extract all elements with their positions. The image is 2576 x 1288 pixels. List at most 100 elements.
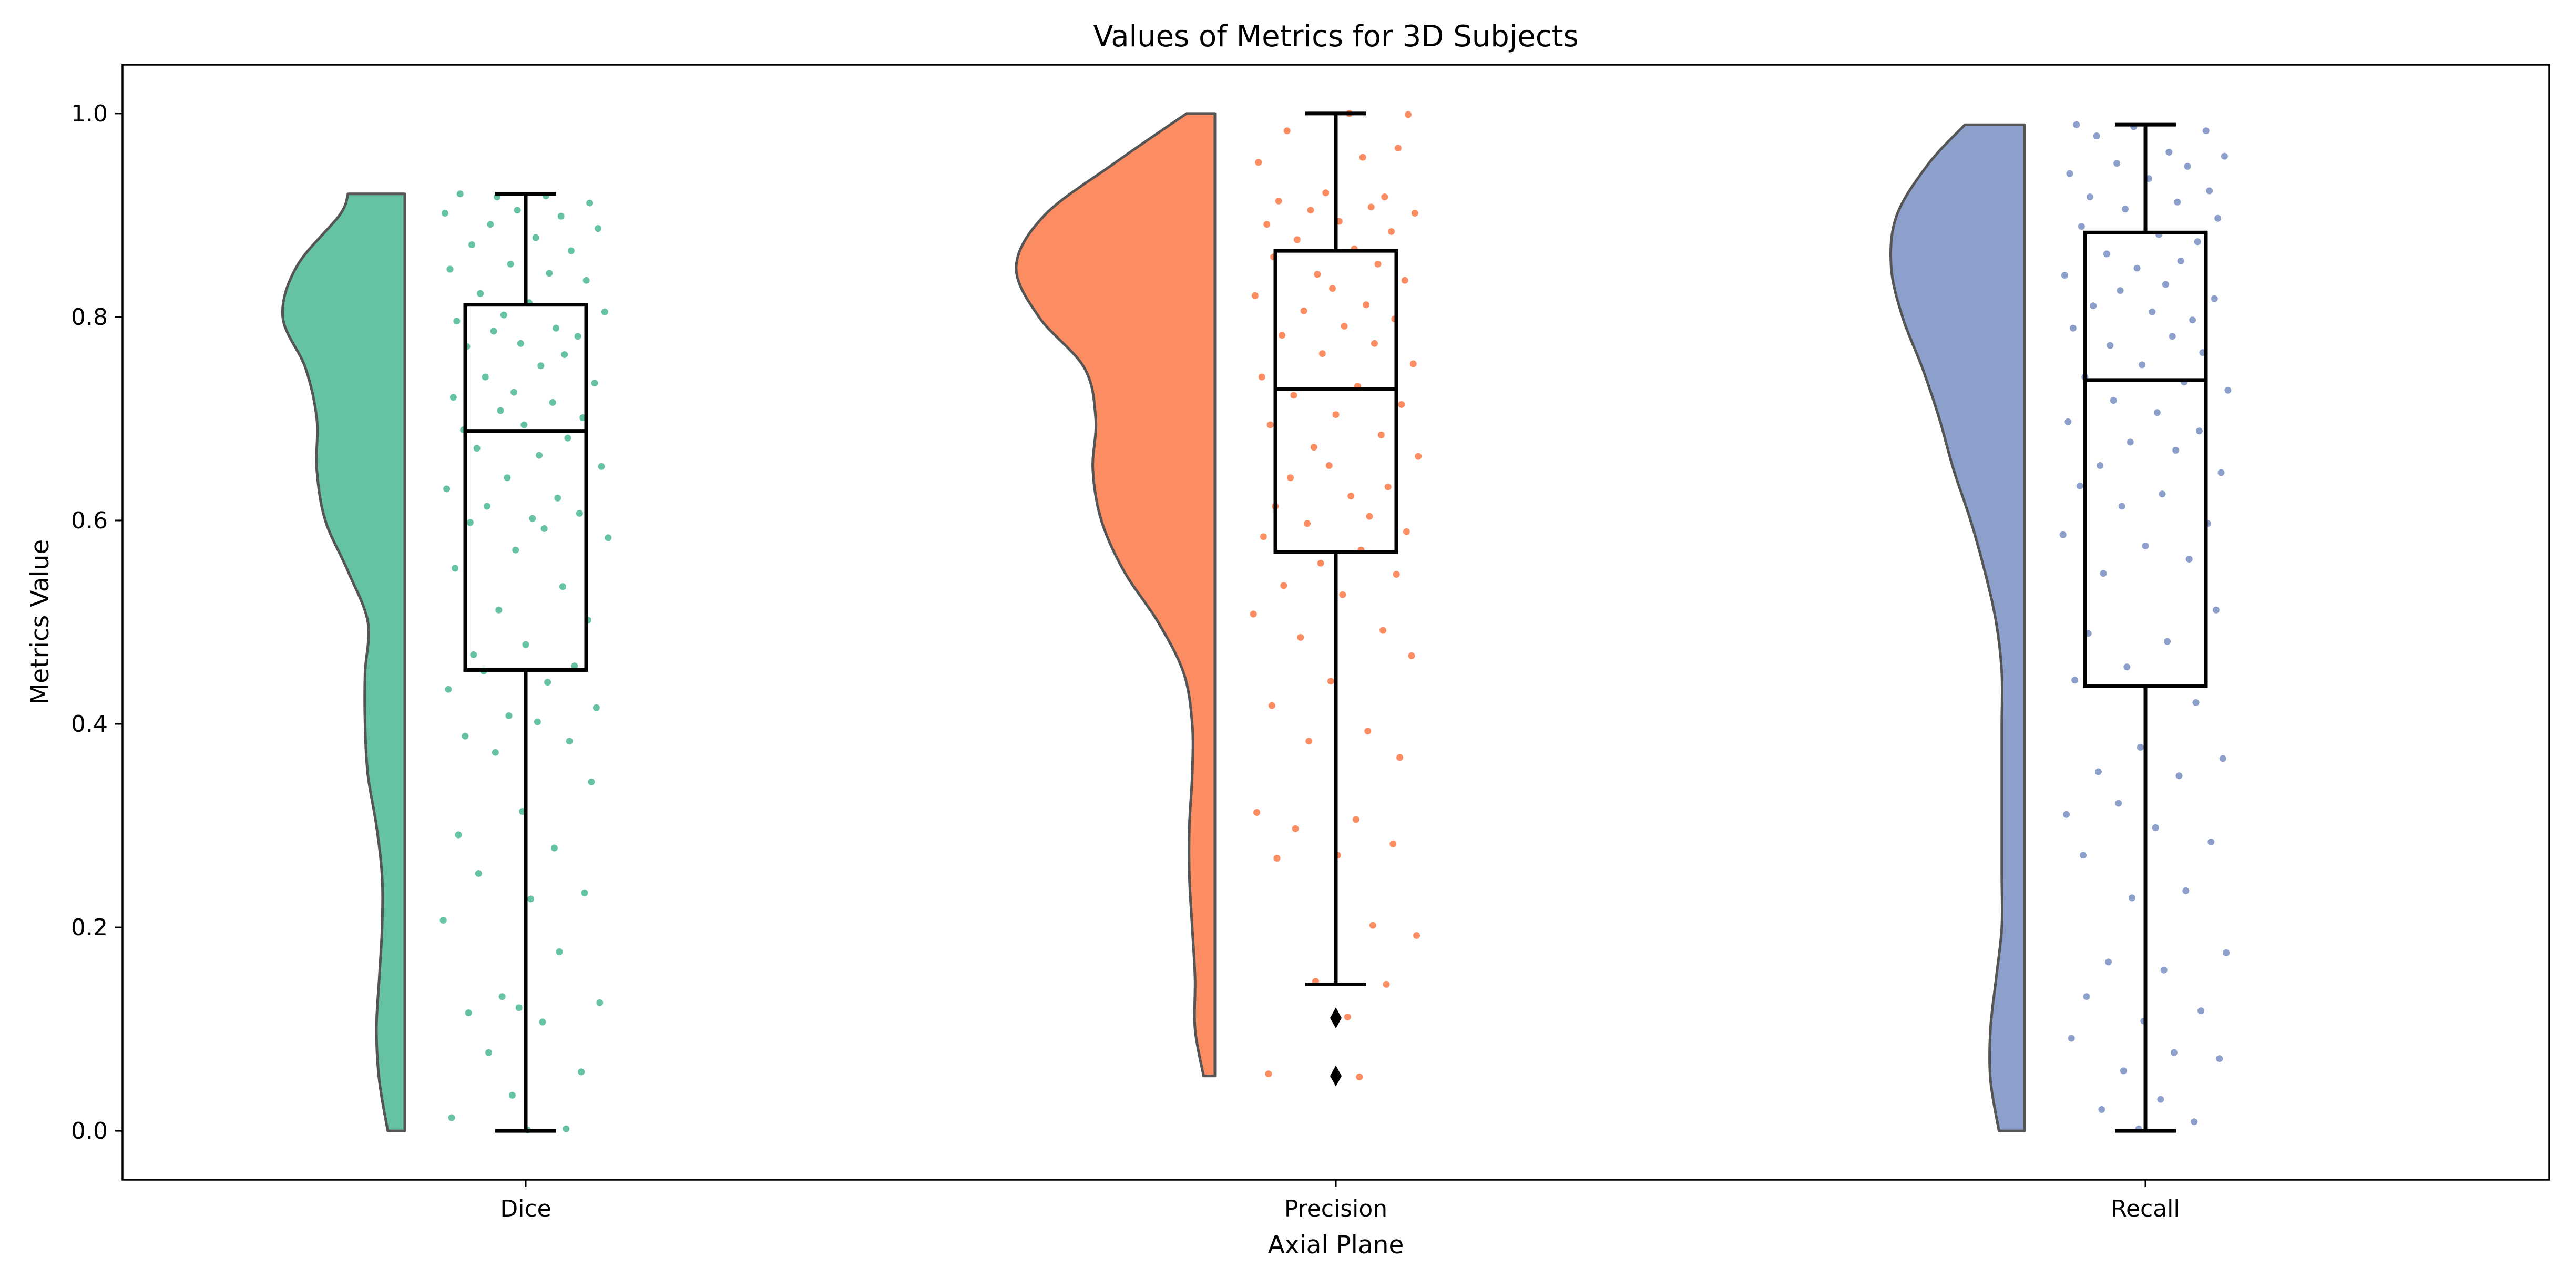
- data-point: [553, 324, 560, 332]
- data-point: [2063, 811, 2070, 818]
- data-point: [2165, 148, 2173, 156]
- data-point: [598, 463, 605, 470]
- x-tick-label: Dice: [500, 1195, 551, 1222]
- data-point: [2128, 894, 2135, 902]
- data-point: [2195, 427, 2203, 435]
- data-point: [2122, 206, 2129, 213]
- data-point: [1393, 571, 1400, 578]
- data-point: [1255, 159, 1262, 166]
- data-point: [482, 373, 489, 381]
- data-point: [1322, 189, 1330, 197]
- chart-title: Values of Metrics for 3D Subjects: [1093, 19, 1578, 54]
- data-point: [539, 1018, 546, 1026]
- data-point: [1371, 340, 1378, 347]
- outlier-marker: [1330, 1007, 1342, 1029]
- data-point: [2123, 663, 2131, 671]
- data-point: [2083, 993, 2090, 1000]
- data-point: [592, 704, 600, 711]
- data-point: [1251, 292, 1259, 299]
- data-point: [2172, 446, 2180, 454]
- data-point: [2211, 295, 2218, 302]
- data-point: [441, 210, 448, 217]
- data-point: [453, 318, 461, 325]
- data-point: [485, 1049, 493, 1056]
- boxplot-dice: [463, 192, 588, 1133]
- data-point: [2160, 966, 2168, 974]
- data-point: [1283, 127, 1291, 135]
- data-point: [439, 917, 447, 924]
- violin-dice: [281, 192, 406, 1132]
- data-point: [534, 718, 541, 725]
- data-point: [2097, 462, 2104, 469]
- data-point: [1258, 373, 1265, 381]
- iqr-box: [1273, 249, 1398, 554]
- data-point: [1307, 207, 1314, 214]
- data-point: [1396, 754, 1404, 761]
- data-point: [1260, 533, 1267, 540]
- data-point: [515, 1004, 523, 1011]
- data-point: [1317, 559, 1324, 567]
- y-tick-label: 0.0: [71, 1118, 108, 1144]
- data-point: [456, 190, 464, 198]
- x-tick-label: Recall: [2111, 1195, 2180, 1222]
- data-point: [495, 606, 503, 614]
- data-point: [557, 212, 565, 220]
- data-point: [1374, 260, 1382, 268]
- data-point: [2177, 258, 2184, 264]
- data-point: [2080, 852, 2087, 859]
- data-point: [445, 686, 452, 693]
- data-point: [1408, 652, 1415, 659]
- data-point: [578, 1068, 585, 1076]
- data-point: [1266, 421, 1274, 428]
- data-point: [2224, 386, 2232, 394]
- data-point: [490, 328, 497, 335]
- data-point: [510, 389, 518, 396]
- data-point: [2064, 418, 2072, 425]
- data-point: [2076, 482, 2083, 489]
- data-point: [1367, 203, 1375, 211]
- y-tick-label: 0.6: [71, 507, 108, 534]
- data-point: [2066, 170, 2073, 177]
- data-point: [1377, 431, 1385, 438]
- boxplot-recall: [2083, 122, 2208, 1133]
- data-point: [550, 844, 558, 852]
- x-axis-label: Axial Plane: [1268, 1231, 1404, 1260]
- data-point: [514, 207, 521, 214]
- data-point: [563, 1125, 570, 1132]
- data-point: [544, 679, 551, 686]
- data-point: [2152, 824, 2159, 831]
- data-point: [1356, 1074, 1363, 1080]
- data-point: [554, 494, 561, 502]
- data-point: [2142, 542, 2149, 549]
- data-point: [2197, 1007, 2205, 1015]
- data-point: [2185, 556, 2193, 563]
- data-point: [487, 221, 494, 228]
- data-point: [452, 565, 459, 572]
- data-point: [2170, 1049, 2178, 1056]
- data-point: [473, 445, 481, 452]
- data-point: [2191, 1118, 2198, 1126]
- data-point: [1327, 678, 1334, 685]
- data-point: [2206, 187, 2213, 195]
- y-axis-label: Metrics Value: [26, 539, 55, 705]
- data-point: [2221, 152, 2228, 160]
- data-point: [492, 749, 499, 756]
- data-point: [1401, 277, 1408, 284]
- data-point: [1268, 702, 1275, 709]
- iqr-box: [2083, 230, 2208, 688]
- data-point: [1359, 154, 1366, 161]
- data-point: [2192, 699, 2200, 706]
- data-point: [605, 534, 612, 541]
- data-point: [1369, 922, 1376, 929]
- data-point: [1415, 453, 1422, 460]
- data-point: [1293, 236, 1301, 243]
- data-point: [2189, 316, 2196, 324]
- violin-precision: [1015, 112, 1217, 1078]
- data-point: [582, 277, 590, 284]
- data-point: [2164, 638, 2171, 645]
- data-point: [2159, 490, 2166, 498]
- data-point: [2157, 1096, 2164, 1103]
- data-point: [2174, 198, 2181, 206]
- data-point: [443, 485, 451, 493]
